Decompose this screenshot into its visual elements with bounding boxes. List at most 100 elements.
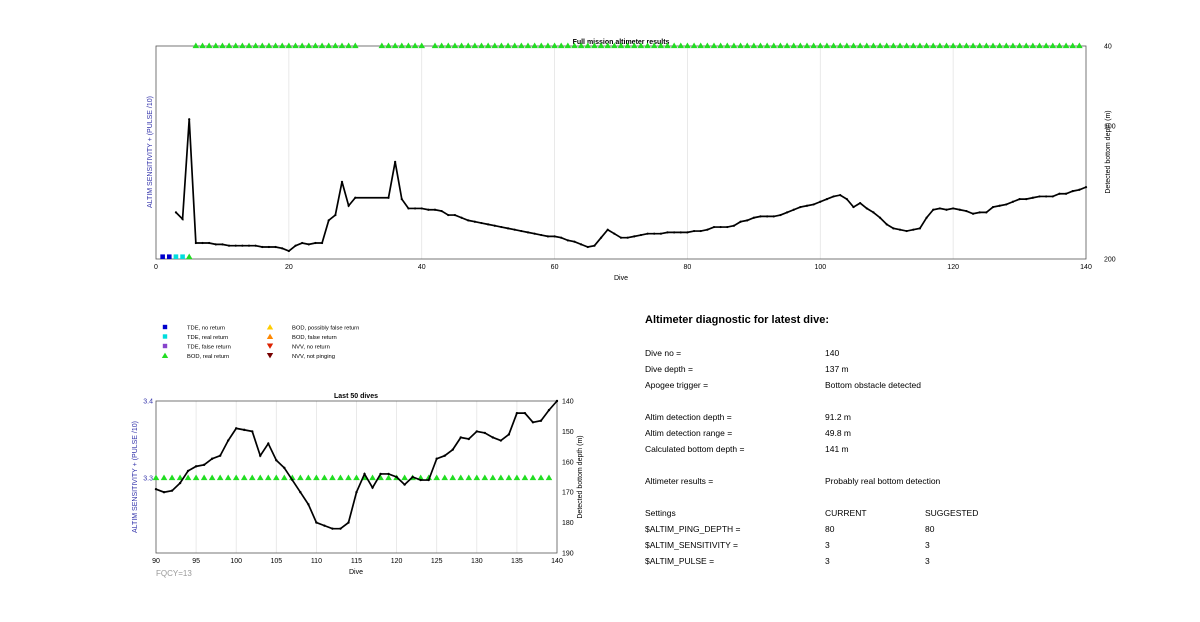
depth-point [752,216,755,219]
bottom-x-tick-label: 130 [471,558,483,565]
calculated-depth-label: Calculated bottom depth = [645,444,745,454]
sensitivity-row: $ALTIM_SENSITIVITY = 3 3 [645,540,1065,554]
top-x-tick-label: 40 [418,264,426,271]
depth-point [732,224,736,227]
bod-marker [856,42,864,49]
bod-marker [571,42,578,49]
status-marker [166,254,172,259]
bod-marker [401,474,408,481]
depth-point [194,465,198,468]
bod-marker [743,42,751,49]
top-x-tick-label: 20 [285,264,293,271]
bod-marker [564,42,572,49]
dive-no-value: 140 [825,348,840,358]
bod-marker [750,42,758,49]
depth-point [792,208,795,211]
legend-label: BOD, possibly false return [292,325,359,331]
bod-marker [637,42,645,49]
bod-marker [285,42,293,49]
depth-point [181,217,184,221]
bod-marker [444,42,452,49]
depth-point [918,227,922,230]
results-value: Probably real bottom detection [825,476,941,486]
depth-point [523,411,527,415]
bod-marker [521,474,529,481]
bod-marker [239,42,246,49]
sensitivity-suggested: 3 [925,540,930,550]
bottom-x-tick-label: 90 [152,558,160,565]
depth-point [985,211,988,214]
depth-point [363,472,366,476]
depth-point [407,207,410,210]
depth-point [419,478,422,482]
depth-point [719,225,722,229]
bod-marker [717,42,724,49]
depth-point [646,232,649,235]
bod-marker [836,42,844,49]
bod-marker [644,42,651,49]
bod-marker [385,474,392,481]
bod-marker [192,474,200,481]
legend-label: NVV, no return [292,344,330,350]
bottom-y2-tick-label: 150 [562,429,574,436]
bod-marker [604,42,612,49]
detection-depth-value: 91.2 m [825,412,851,422]
bod-marker [657,42,665,49]
depth-point [1071,190,1074,193]
bod-marker [1076,42,1083,49]
bottom-chart-ticks: 90 95 100 105 110 115 120 125 130 135 140 3.3 3.4 140… [143,399,574,566]
bod-marker [464,42,472,49]
bod-marker [611,42,618,49]
depth-point [566,239,569,242]
bod-marker [969,42,977,49]
bod-marker [577,42,585,49]
depth-point [354,196,357,199]
fqcy-annotation: FQCY=13 [156,569,192,578]
bod-marker [529,474,537,481]
ping-depth-row: $ALTIM_PING_DEPTH = 80 80 [645,524,1065,538]
depth-point [553,235,556,238]
depth-point [971,212,975,215]
depth-point [673,231,676,234]
depth-point [515,411,519,415]
depth-point [852,205,855,209]
bod-marker [923,42,930,49]
bod-marker [345,474,352,481]
bod-marker [1029,42,1037,49]
depth-point [1018,197,1021,201]
bottom-x-tick-label: 125 [431,558,443,565]
bod-marker [497,474,505,481]
depth-point [726,225,729,229]
bod-marker [312,42,319,49]
diagnostic-title: Altimeter diagnostic for latest dive: [645,314,829,326]
bod-marker [258,42,266,49]
bod-marker [810,42,817,49]
depth-point [291,478,294,482]
bod-marker [248,474,256,481]
depth-point [227,244,231,247]
depth-point [1051,195,1054,198]
bod-marker [996,42,1003,49]
detection-range-row: Altim detection range = 49.8 m [645,428,1065,442]
legend-marker [162,324,168,330]
depth-point [520,229,523,233]
bottom-y2-tick-label: 180 [562,520,574,527]
depth-point [1025,197,1028,201]
bod-marker [345,42,352,49]
depth-point [347,204,350,207]
bod-marker [584,42,592,49]
depth-point [991,205,995,209]
depth-point [194,241,197,245]
legend-label: TDE, real return [187,335,228,341]
depth-point [679,231,682,234]
bod-marker [338,42,346,49]
bod-marker [963,42,970,49]
altimeter-diagnostic-panel: Altimeter diagnostic for latest dive: Di… [645,312,1065,572]
depth-point [186,469,190,473]
depth-point [499,439,503,442]
bod-marker [783,42,791,49]
bod-marker [956,42,964,49]
depth-point [1011,200,1015,203]
bod-marker [232,474,240,481]
depth-point [327,219,330,222]
